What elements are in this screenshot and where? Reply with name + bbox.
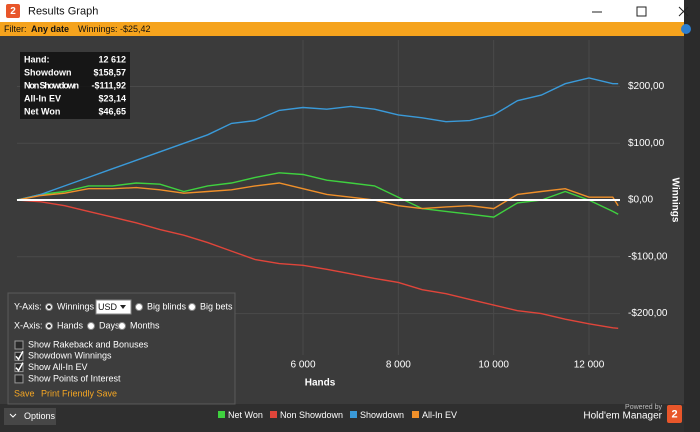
radio-label: Hands [57,320,84,330]
series-line [16,77,619,201]
radio-label: Big blinds [147,301,187,311]
legend-label: All-In EV [422,410,457,420]
legend-swatch [270,411,277,418]
stats-label: Net Won [24,106,60,116]
radio-label: Months [130,320,160,330]
y-axis-label: Winnings [669,178,680,223]
checkbox-label: Showdown Winnings [28,351,112,361]
window-title: Results Graph [28,5,98,17]
radio[interactable] [87,322,95,330]
footer-bar [0,404,684,432]
stats-box: Hand: 12 612 Showdown $158,57 Non Showdown -$… [20,52,130,119]
y-tick-label: -$100,00 [628,251,668,262]
close-button[interactable] [678,6,689,17]
checkbox-label: Show Rakeback and Bonuses [28,339,149,349]
y-tick-label: -$200,00 [628,308,668,319]
checkbox[interactable] [14,340,24,350]
help-icon[interactable] [681,24,691,34]
stats-value: -$111,92 [91,80,126,90]
stats-label: All-In EV [24,93,61,103]
stats-label: Non Showdown [24,80,79,90]
legend-swatch [218,411,225,418]
radio-label: Days [99,320,120,330]
chevron [9,413,17,418]
legend-swatch [412,411,419,418]
powered-by: Powered by [625,404,662,411]
radio-dot [47,324,51,328]
footer: Options Powered by Hold'em Manager 2 [4,404,682,425]
series-line [16,199,619,329]
x-axis-label: Hands [305,378,336,389]
plot: 6 000 8 000 10 000 12 000 $200,00 $100,00 $0,0… [16,40,680,420]
x-tick-label: 6 000 [290,360,315,371]
stats-value: $23,14 [98,93,126,103]
radio[interactable] [118,322,126,330]
brand-logo [667,405,682,423]
checkmark [15,362,24,372]
link[interactable]: Print Friendly Save [41,388,117,398]
filter-winnings: Winnings: -$25,42 [78,24,151,34]
radio-label: Winnings [57,301,95,311]
brand-logo-text: 2 [671,408,677,420]
checkbox[interactable] [14,363,24,373]
filter-value[interactable]: Any date [31,24,69,34]
stats-label: Hand: [24,54,50,64]
stats-value: $46,65 [98,106,126,116]
stats-value: $158,57 [93,67,126,77]
stats-background [20,52,130,119]
legend-label: Showdown [360,410,404,420]
app-icon-text: 2 [10,6,16,17]
maximize-button[interactable] [636,6,647,17]
legend-label: Net Won [228,410,263,420]
radio[interactable] [135,303,143,311]
checkbox-label: Show All-In EV [28,362,88,372]
stats-value: 12 612 [98,54,126,64]
axis-option-label: Y-Axis: [14,301,42,311]
axis-option-label: X-Axis: [14,320,43,330]
series-line [16,182,619,210]
options-panel: Y-Axis: Winnings Big blinds Big bets USD X-Ax… [7,292,236,405]
x-tick-label: 12 000 [574,360,605,371]
x-tick-label: 10 000 [478,360,509,371]
filter-bar [0,22,684,36]
checkbox[interactable] [14,351,24,361]
options-button-bg[interactable] [4,408,56,425]
currency-value: USD [98,302,118,312]
checkbox[interactable] [14,374,24,384]
stats-label: Showdown [24,67,72,77]
legend-label: Non Showdown [280,410,343,420]
legend-swatch [350,411,357,418]
filter-label: Filter: [4,24,27,34]
brand: Hold'em Manager [583,411,662,422]
radio[interactable] [188,303,196,311]
radio-dot [47,305,51,309]
checkmark [15,350,24,361]
checkbox-label: Show Points of Interest [28,373,121,383]
select-arrow [120,305,126,309]
title-bar [0,0,684,22]
link[interactable]: Save [14,388,35,398]
currency-select[interactable] [95,299,132,315]
y-tick-label: $0,00 [628,195,653,206]
app-icon [6,4,20,18]
radio-label: Big bets [200,301,233,311]
y-tick-label: $200,00 [628,81,665,92]
options-button[interactable]: Options [24,411,56,421]
x-tick-label: 8 000 [386,360,411,371]
y-tick-label: $100,00 [628,138,665,149]
